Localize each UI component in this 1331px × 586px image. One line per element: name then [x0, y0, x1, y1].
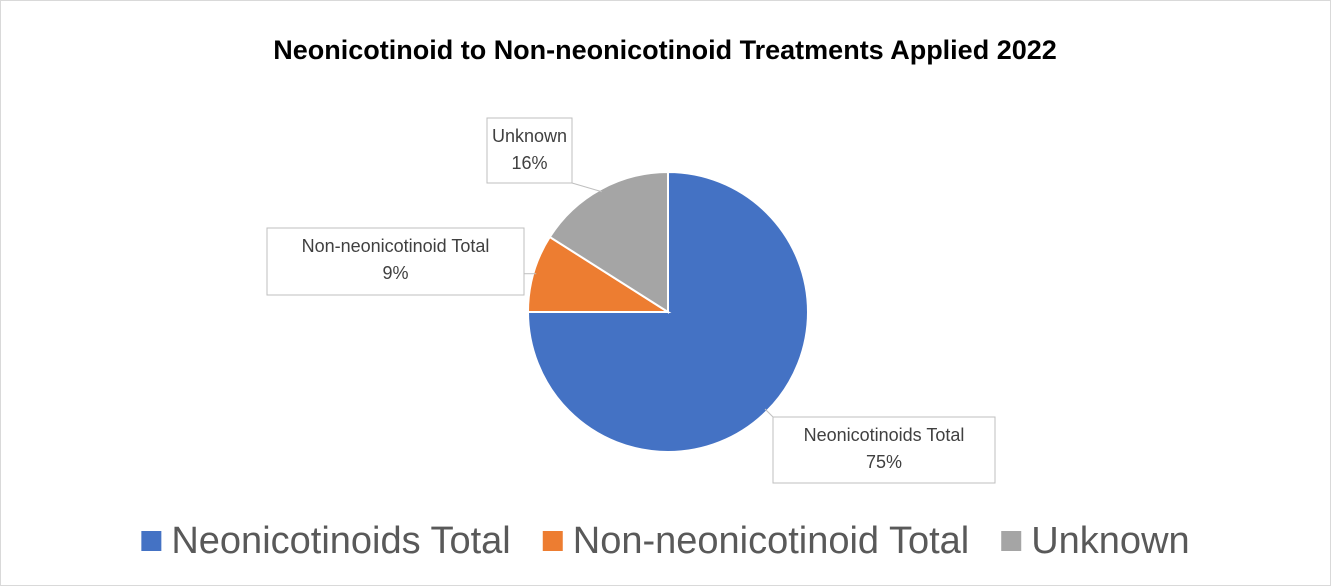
legend-swatch	[542, 531, 563, 551]
data-label-name: Unknown	[492, 126, 567, 146]
legend-label: Neonicotinoids Total	[171, 520, 510, 562]
chart-title: Neonicotinoid to Non-neonicotinoid Treat…	[273, 35, 1057, 65]
legend-label: Non-neonicotinoid Total	[573, 520, 969, 562]
legend-swatch	[141, 531, 162, 551]
data-label-name: Neonicotinoids Total	[804, 425, 965, 445]
data-label-name: Non-neonicotinoid Total	[302, 236, 490, 256]
pie-slice	[526, 235, 672, 313]
legend-swatch	[1001, 531, 1022, 551]
leader-line	[571, 182, 603, 193]
leader-line	[764, 408, 774, 418]
data-label-box	[266, 227, 525, 296]
data-label-value: 9%	[382, 263, 408, 283]
data-label-value: 16%	[511, 153, 547, 173]
legend-label: Unknown	[1031, 520, 1189, 562]
data-label-box	[772, 416, 996, 484]
pie-slice	[548, 170, 669, 314]
data-label-value: 75%	[866, 452, 902, 472]
data-label-box	[486, 117, 573, 184]
